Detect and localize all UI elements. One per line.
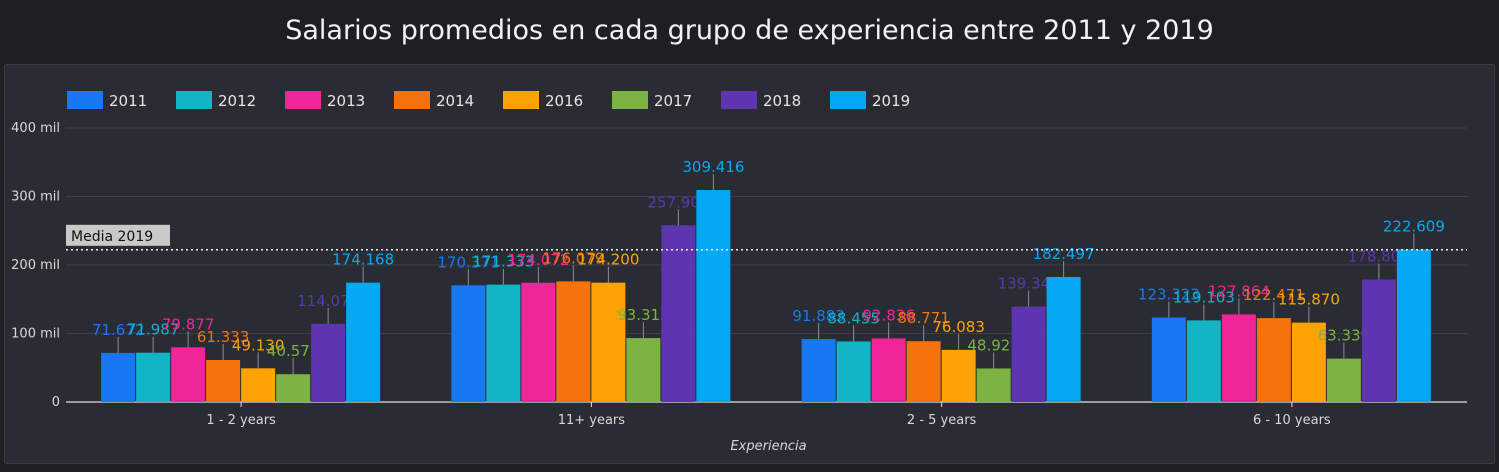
legend-label: 2018 [763, 92, 801, 110]
bar [1186, 320, 1221, 402]
bar [626, 338, 661, 402]
data-label: 176.079 [542, 249, 604, 267]
legend-swatch [612, 91, 648, 109]
bar [136, 352, 171, 402]
bar [1256, 318, 1291, 402]
data-label: 139.341 [998, 275, 1060, 293]
bar [1221, 314, 1256, 402]
data-label: 79.877 [162, 315, 215, 333]
legend-swatch [503, 91, 539, 109]
x-tick-label: 11+ years [558, 413, 626, 428]
reference-label-box [66, 224, 170, 246]
legend-label: 2013 [327, 92, 365, 110]
data-label: 71.672 [92, 321, 145, 339]
legend-swatch [285, 91, 321, 109]
data-label: 88.455 [827, 309, 880, 327]
bar [276, 374, 311, 402]
legend-swatch [394, 91, 430, 109]
x-tick-label: 1 - 2 years [206, 413, 276, 428]
bar [976, 368, 1011, 402]
bar [801, 339, 836, 402]
x-axis-title: Experiencia [730, 439, 806, 454]
data-label: 174.168 [332, 251, 394, 269]
data-label: 122.471 [1243, 286, 1305, 304]
bar [1291, 322, 1326, 402]
bar [521, 282, 556, 402]
bar [311, 323, 346, 402]
data-label: 127.864 [1208, 282, 1270, 300]
data-label: 61.333 [197, 328, 250, 346]
bar [171, 347, 206, 402]
legend-label: 2016 [545, 92, 583, 110]
y-tick-label: 0 [52, 395, 60, 410]
data-label: 76.083 [932, 318, 985, 336]
bar [1396, 249, 1431, 402]
chart-title: Salarios promedios en cada grupo de expe… [285, 14, 1214, 46]
bar [241, 368, 276, 402]
legend-swatch [830, 91, 866, 109]
data-label: 40.572 [267, 342, 320, 360]
data-label: 71.987 [127, 321, 180, 339]
x-tick-label: 6 - 10 years [1253, 413, 1331, 428]
data-label: 119.103 [1173, 288, 1235, 306]
bar [836, 341, 871, 402]
legend-label: 2011 [109, 92, 147, 110]
y-tick-label: 200 mil [11, 258, 60, 273]
data-label: 88.771 [897, 309, 950, 327]
bar [1361, 279, 1396, 402]
bar [451, 285, 486, 402]
y-tick-label: 400 mil [11, 121, 60, 136]
bar [1011, 306, 1046, 402]
data-label: 182.497 [1033, 245, 1095, 263]
bar [1326, 358, 1361, 402]
bar [591, 282, 626, 402]
bar [941, 349, 976, 402]
bar [486, 284, 521, 402]
bar [906, 341, 941, 402]
data-label: 93.313 [617, 306, 670, 324]
legend-label: 2017 [654, 92, 692, 110]
legend-label: 2014 [436, 92, 474, 110]
data-label: 114.074 [297, 292, 359, 310]
data-label: 174.200 [577, 251, 639, 269]
data-label: 123.323 [1138, 286, 1200, 304]
bar [661, 225, 696, 402]
data-label: 257.908 [647, 193, 709, 211]
data-label: 222.609 [1383, 218, 1445, 236]
bar [1151, 317, 1186, 402]
bar [206, 359, 241, 402]
bar [346, 282, 381, 402]
data-label: 49.130 [232, 336, 285, 354]
reference-label: Media 2019 [71, 229, 153, 245]
x-tick-label: 2 - 5 years [907, 413, 977, 428]
data-label: 91.883 [792, 307, 845, 325]
y-tick-label: 100 mil [11, 327, 60, 342]
bar [556, 281, 591, 402]
data-label: 63.339 [1318, 327, 1371, 345]
data-label: 174.072 [507, 251, 569, 269]
data-label: 309.416 [682, 158, 744, 176]
bar [871, 338, 906, 402]
bar [101, 352, 136, 402]
legend-swatch [721, 91, 757, 109]
legend-swatch [67, 91, 103, 109]
data-label: 171.333 [472, 253, 534, 271]
data-label: 170.371 [437, 253, 499, 271]
bar [1046, 276, 1081, 402]
data-label: 48.922 [967, 336, 1020, 354]
bar [696, 190, 731, 402]
y-tick-label: 300 mil [11, 190, 60, 205]
data-label: 178.806 [1348, 248, 1410, 266]
legend-label: 2012 [218, 92, 256, 110]
data-label: 115.870 [1278, 291, 1340, 309]
legend-label: 2019 [872, 92, 910, 110]
legend-swatch [176, 91, 212, 109]
data-label: 92.836 [862, 306, 915, 324]
